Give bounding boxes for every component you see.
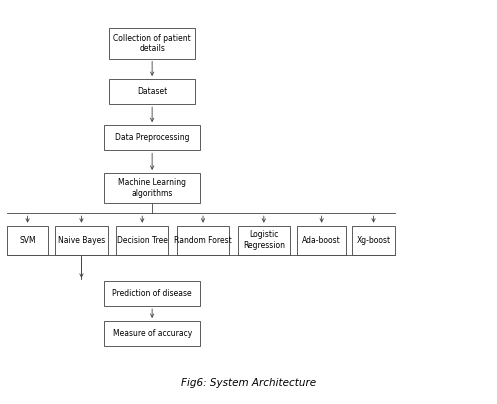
Text: Random Forest: Random Forest [174,236,232,244]
FancyBboxPatch shape [7,226,48,255]
Text: Naive Bayes: Naive Bayes [58,236,105,244]
FancyBboxPatch shape [55,226,108,255]
FancyBboxPatch shape [109,28,195,59]
Text: Fig6: System Architecture: Fig6: System Architecture [181,378,316,387]
FancyBboxPatch shape [104,321,200,346]
FancyBboxPatch shape [177,226,229,255]
Text: SVM: SVM [19,236,36,244]
FancyBboxPatch shape [104,173,200,203]
Text: Dataset: Dataset [137,87,167,96]
FancyBboxPatch shape [116,226,168,255]
Text: Data Preprocessing: Data Preprocessing [115,133,189,142]
FancyBboxPatch shape [109,79,195,104]
Text: Collection of patient
details: Collection of patient details [113,34,191,53]
FancyBboxPatch shape [104,125,200,150]
Text: Measure of accuracy: Measure of accuracy [112,329,192,338]
Text: Xg-boost: Xg-boost [356,236,391,244]
FancyBboxPatch shape [297,226,346,255]
FancyBboxPatch shape [104,281,200,306]
Text: Machine Learning
algorithms: Machine Learning algorithms [118,178,186,198]
FancyBboxPatch shape [238,226,290,255]
Text: Decision Tree: Decision Tree [117,236,167,244]
Text: Prediction of disease: Prediction of disease [112,289,192,298]
Text: Ada-boost: Ada-boost [302,236,341,244]
FancyBboxPatch shape [352,226,395,255]
Text: Logistic
Regression: Logistic Regression [243,230,285,250]
